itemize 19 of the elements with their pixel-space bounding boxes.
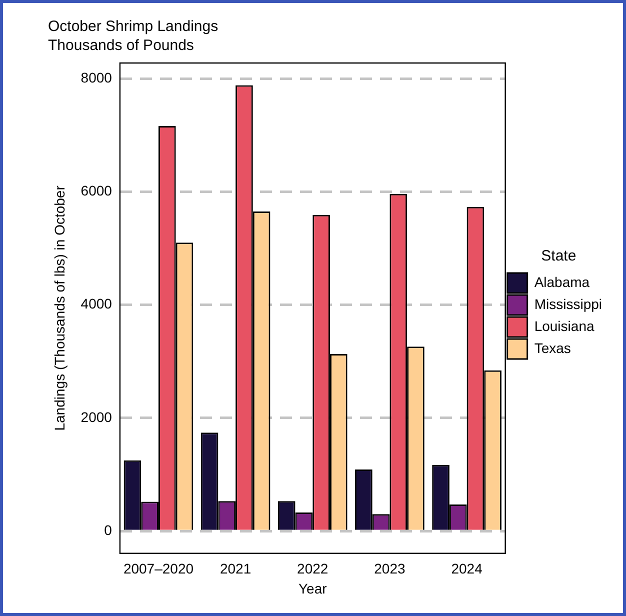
- x-tick-label: 2022: [297, 560, 328, 577]
- chart-subtitle: Thousands of Pounds: [48, 37, 194, 54]
- x-tick-label: 2023: [374, 560, 406, 577]
- legend-label: Texas: [534, 340, 571, 356]
- y-tick-label: 0: [104, 522, 112, 538]
- x-tick-label: 2007–2020: [123, 560, 194, 577]
- legend-label: Mississippi: [534, 296, 602, 312]
- y-tick-label: 2000: [80, 408, 112, 425]
- x-tick-label: 2024: [451, 560, 483, 577]
- y-axis-title: Landings (Thousands of lbs) in October: [51, 185, 68, 431]
- legend-label: Alabama: [534, 274, 590, 290]
- chart-title: October Shrimp Landings: [48, 18, 218, 36]
- y-tick-label: 6000: [80, 182, 112, 199]
- y-tick-label: 8000: [80, 69, 112, 86]
- y-tick-label: 4000: [80, 296, 112, 312]
- legend-title: State: [541, 248, 576, 265]
- x-tick-label: 2021: [220, 560, 252, 577]
- legend-label: Louisiana: [534, 318, 594, 334]
- x-axis-title: Year: [298, 580, 328, 596]
